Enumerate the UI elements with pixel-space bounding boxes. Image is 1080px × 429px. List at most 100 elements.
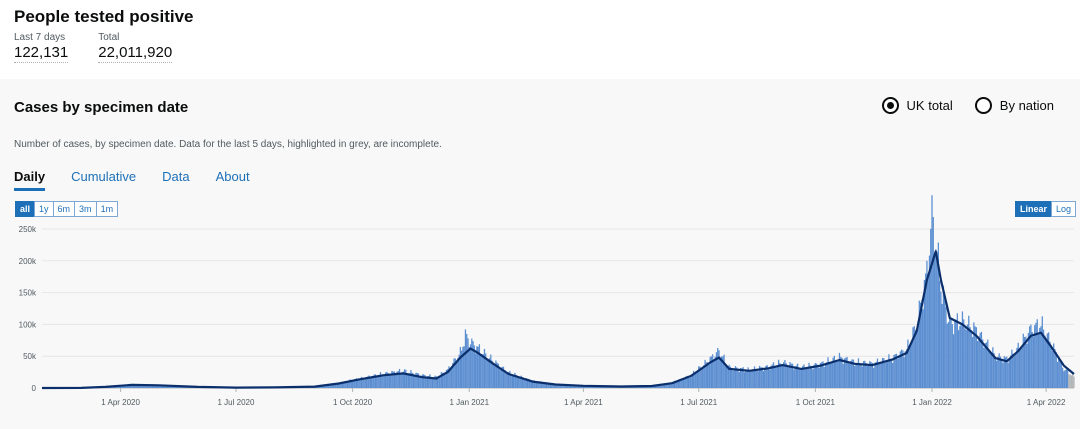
daily-cases-bar bbox=[695, 372, 697, 388]
daily-cases-bar bbox=[461, 350, 463, 388]
daily-cases-bar bbox=[169, 385, 171, 388]
daily-cases-bar bbox=[977, 341, 979, 388]
daily-cases-bar bbox=[388, 374, 391, 388]
cases-card: Cases by specimen date UK total By natio… bbox=[0, 79, 1080, 429]
daily-cases-bar bbox=[900, 349, 903, 388]
daily-cases-bar bbox=[578, 385, 581, 388]
daily-cases-bar bbox=[701, 368, 704, 388]
daily-cases-bar bbox=[952, 334, 955, 388]
daily-cases-bar bbox=[476, 346, 478, 388]
daily-cases-bar bbox=[486, 358, 488, 388]
daily-cases-bar bbox=[826, 362, 828, 388]
daily-cases-bar bbox=[448, 366, 450, 388]
x-tick-label: 1 Jan 2022 bbox=[912, 398, 952, 407]
tab-about[interactable]: About bbox=[215, 169, 250, 184]
daily-cases-bar bbox=[402, 371, 404, 388]
metric-last-7-days[interactable]: Last 7 days 122,131 bbox=[14, 32, 69, 63]
metric-value[interactable]: 22,011,920 bbox=[98, 44, 173, 63]
daily-cases-bar bbox=[828, 362, 830, 388]
area-radio-group: UK total By nation bbox=[881, 97, 1054, 114]
daily-cases-bar bbox=[677, 381, 680, 388]
scale-linear-button[interactable]: Linear bbox=[1014, 201, 1052, 217]
daily-cases-bar bbox=[776, 365, 778, 388]
daily-cases-bar bbox=[812, 369, 814, 388]
daily-cases-bar bbox=[984, 343, 986, 388]
radio-unselected-icon[interactable] bbox=[974, 97, 992, 114]
metric-value[interactable]: 122,131 bbox=[14, 44, 69, 63]
daily-cases-bar bbox=[511, 374, 513, 388]
daily-cases-bar bbox=[734, 366, 737, 388]
tab-data[interactable]: Data bbox=[162, 169, 190, 184]
daily-cases-bar bbox=[383, 375, 385, 388]
daily-cases-bar bbox=[568, 384, 571, 388]
headline: People tested positive Last 7 days 122,1… bbox=[14, 6, 194, 63]
radio-selected-icon[interactable] bbox=[881, 97, 899, 114]
range-1m-button[interactable]: 1m bbox=[95, 201, 119, 217]
daily-cases-bar bbox=[672, 382, 675, 388]
radio-uk-total[interactable]: UK total bbox=[881, 97, 953, 114]
daily-cases-bar bbox=[963, 319, 965, 388]
daily-cases-bar bbox=[657, 384, 659, 388]
radio-label: UK total bbox=[906, 98, 953, 113]
daily-cases-bar bbox=[493, 366, 496, 388]
daily-cases-bar bbox=[926, 260, 928, 388]
daily-cases-bar bbox=[992, 347, 994, 388]
daily-cases-bar bbox=[762, 371, 765, 388]
card-title: Cases by specimen date bbox=[14, 99, 189, 116]
daily-cases-bar bbox=[349, 379, 351, 388]
daily-cases-bar bbox=[396, 371, 398, 388]
daily-cases-bar bbox=[155, 385, 157, 388]
daily-cases-bar bbox=[166, 385, 169, 388]
daily-cases-bar bbox=[841, 357, 843, 388]
daily-cases-bar bbox=[152, 384, 155, 388]
daily-cases-bar bbox=[478, 344, 481, 388]
daily-cases-bar bbox=[428, 375, 430, 388]
x-tick-label: 1 Oct 2021 bbox=[796, 398, 836, 407]
daily-cases-bar bbox=[1063, 371, 1065, 388]
daily-cases-bar bbox=[944, 296, 946, 388]
daily-cases-bar bbox=[662, 383, 664, 388]
daily-cases-bar bbox=[921, 299, 923, 388]
scale-log-button[interactable]: Log bbox=[1050, 201, 1076, 217]
daily-cases-bar bbox=[401, 372, 403, 388]
daily-cases-bar bbox=[566, 385, 568, 388]
daily-cases-bar bbox=[477, 346, 479, 388]
daily-cases-bar bbox=[406, 373, 408, 388]
daily-cases-bar bbox=[722, 356, 724, 388]
daily-cases-bar bbox=[903, 357, 905, 388]
daily-cases-bar bbox=[894, 354, 896, 388]
daily-cases-bar bbox=[831, 362, 833, 388]
metric-total[interactable]: Total 22,011,920 bbox=[98, 32, 173, 63]
daily-cases-bar bbox=[137, 385, 139, 388]
daily-cases-bar bbox=[512, 375, 515, 388]
daily-cases-bar bbox=[384, 372, 387, 388]
daily-cases-bar bbox=[836, 360, 838, 388]
daily-cases-bar bbox=[856, 363, 858, 388]
cases-chart[interactable]: 0 50k 100k 150k 200k 250k 1 Apr 2020 1 Jul 2020… bbox=[0, 79, 1080, 429]
daily-cases-bar bbox=[549, 383, 552, 388]
tab-daily[interactable]: Daily bbox=[14, 169, 46, 191]
daily-cases-bar bbox=[398, 368, 401, 388]
daily-cases-bar bbox=[159, 384, 161, 388]
daily-cases-bar bbox=[893, 354, 895, 388]
daily-cases-bar bbox=[933, 252, 936, 388]
radio-by-nation[interactable]: By nation bbox=[974, 97, 1054, 114]
daily-cases-bar bbox=[429, 374, 431, 388]
daily-cases-bar bbox=[928, 255, 931, 388]
daily-cases-bar bbox=[680, 378, 682, 388]
daily-cases-bar bbox=[1009, 355, 1012, 388]
daily-cases-bar bbox=[378, 375, 380, 388]
daily-cases-bar bbox=[824, 363, 827, 388]
daily-cases-bar bbox=[682, 379, 685, 388]
daily-cases-bar bbox=[1001, 359, 1003, 388]
daily-cases-bar bbox=[732, 370, 734, 388]
daily-cases-bar bbox=[509, 370, 511, 388]
daily-cases-bar bbox=[158, 385, 160, 388]
tab-cumulative[interactable]: Cumulative bbox=[71, 169, 137, 184]
daily-cases-bar bbox=[802, 366, 804, 388]
headline-metrics: Last 7 days 122,131 Total 22,011,920 bbox=[14, 32, 194, 63]
daily-cases-bar bbox=[895, 353, 898, 388]
daily-cases-bar bbox=[1058, 358, 1060, 388]
daily-cases-bar bbox=[354, 378, 356, 388]
daily-cases-bar bbox=[403, 369, 406, 388]
